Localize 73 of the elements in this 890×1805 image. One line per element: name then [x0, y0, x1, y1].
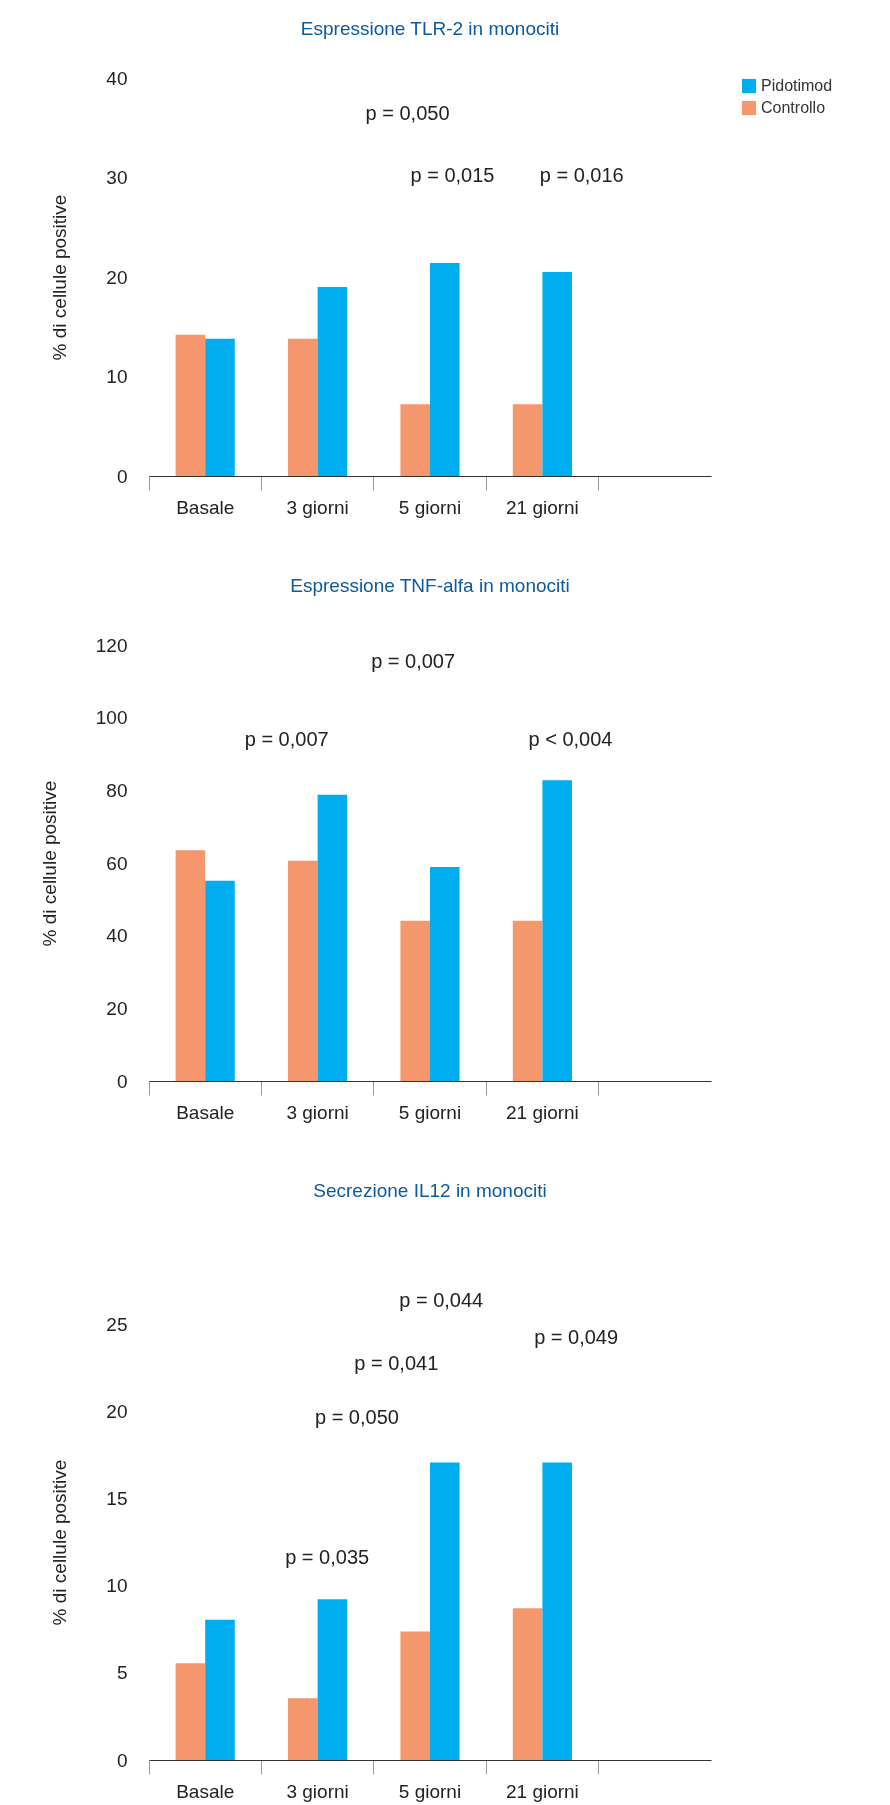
y-tick-label: 60 [106, 852, 128, 874]
y-tick-label: 40 [106, 67, 128, 89]
y-tick-label: 30 [106, 167, 128, 188]
bar [175, 850, 206, 1081]
bar [542, 1462, 572, 1760]
bar [512, 1608, 543, 1760]
y-tick-label: 0 [116, 1749, 128, 1771]
bar [288, 1698, 318, 1760]
annotation: p = 0,050 [365, 101, 450, 124]
y-tick-label: 0 [116, 1070, 128, 1092]
chart-title: Secrezione IL12 in monociti [313, 1180, 547, 1202]
bar [205, 880, 235, 1081]
x-tick-label: 21 giorni [505, 1780, 579, 1802]
x-tick-label: 21 giorni [505, 1101, 579, 1123]
bar [542, 780, 572, 1081]
annotation: p = 0,035 [285, 1545, 370, 1568]
x-tick-label: 3 giorni [286, 1780, 349, 1802]
x-tick-label: Basale [176, 1101, 235, 1123]
y-tick-label: 25 [106, 1313, 128, 1335]
bar [512, 920, 543, 1081]
bar [205, 1619, 235, 1760]
y-tick-label: 10 [106, 1575, 128, 1597]
annotation: p < 0,004 [528, 727, 613, 750]
x-tick-label: 5 giorni [398, 496, 462, 518]
chart-title: Espressione TLR-2 in monociti [300, 18, 560, 39]
x-tick-label: 3 giorni [286, 496, 349, 518]
bar [400, 920, 430, 1081]
bar [400, 1631, 430, 1760]
y-tick-label: 0 [116, 465, 128, 487]
x-tick-label: 5 giorni [398, 1101, 462, 1123]
x-tick-label: 3 giorni [286, 1101, 349, 1123]
bar [542, 272, 572, 476]
x-tick-label: Basale [176, 1780, 235, 1802]
y-tick-label: 20 [106, 997, 128, 1019]
y-axis-title: % di cellule positive [38, 780, 60, 947]
x-tick-label: 5 giorni [398, 1780, 462, 1802]
bar [430, 867, 460, 1081]
annotation: p = 0,007 [371, 649, 456, 672]
annotation: p = 0,041 [354, 1352, 439, 1375]
legend-label: Pidotimod [761, 77, 833, 94]
bar [430, 263, 460, 476]
y-tick-label: 100 [95, 707, 128, 729]
y-tick-label: 5 [116, 1662, 128, 1684]
annotation: p = 0,050 [314, 1406, 399, 1429]
annotation: p = 0,015 [410, 163, 495, 186]
bar [317, 794, 348, 1081]
y-tick-label: 20 [106, 266, 128, 288]
bar [288, 338, 318, 476]
y-tick-label: 15 [106, 1487, 128, 1509]
x-tick-label: 21 giorni [505, 496, 579, 518]
annotation: p = 0,049 [534, 1325, 619, 1348]
y-tick-label: 40 [106, 925, 128, 947]
bar [430, 1462, 460, 1760]
bar [400, 404, 430, 476]
y-tick-label: 10 [106, 366, 128, 387]
bar [205, 338, 235, 476]
bar [288, 860, 318, 1081]
annotation: p = 0,016 [539, 163, 624, 186]
y-tick-label: 120 [95, 634, 128, 656]
text: p = 0,044 [399, 1289, 484, 1312]
y-axis-title: % di cellule positive [49, 1459, 71, 1626]
y-tick-label: 80 [106, 779, 128, 801]
y-axis-title: % di cellule positive [49, 194, 71, 361]
bar [512, 404, 543, 476]
annotation: p = 0,007 [244, 727, 329, 750]
bar [317, 1599, 348, 1760]
legend-label: Controllo [761, 99, 826, 116]
x-tick-label: Basale [176, 496, 235, 518]
chart-title: Espressione TNF-alfa in monociti [290, 575, 570, 596]
bar [317, 286, 348, 476]
bar [175, 1663, 206, 1760]
bar [175, 334, 206, 476]
y-tick-label: 20 [106, 1400, 128, 1422]
